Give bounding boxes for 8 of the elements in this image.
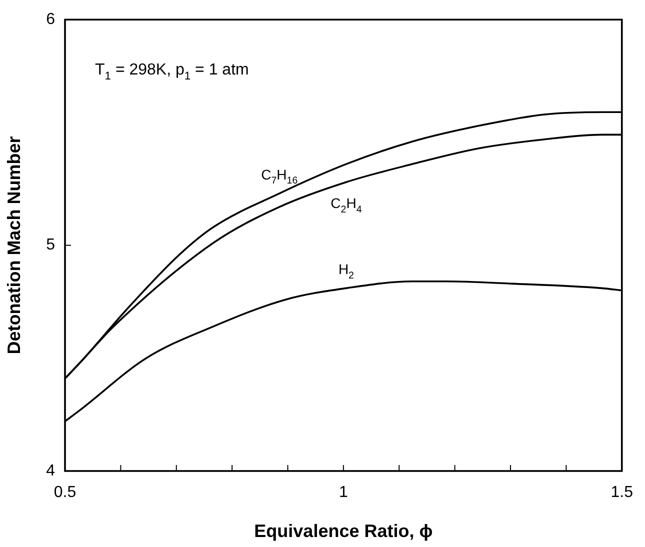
x-tick-label: 1.5 [610, 484, 634, 502]
y-axis-title: Detonation Mach Number [4, 136, 24, 354]
x-axis-title: Equivalence Ratio, ϕ [254, 521, 433, 542]
x-tick-label: 0.5 [54, 484, 76, 502]
x-tick-label: 1 [338, 484, 348, 502]
y-tick-label: 4 [46, 462, 56, 480]
y-tick-label: 5 [46, 236, 56, 254]
y-tick-label: 6 [46, 11, 56, 28]
